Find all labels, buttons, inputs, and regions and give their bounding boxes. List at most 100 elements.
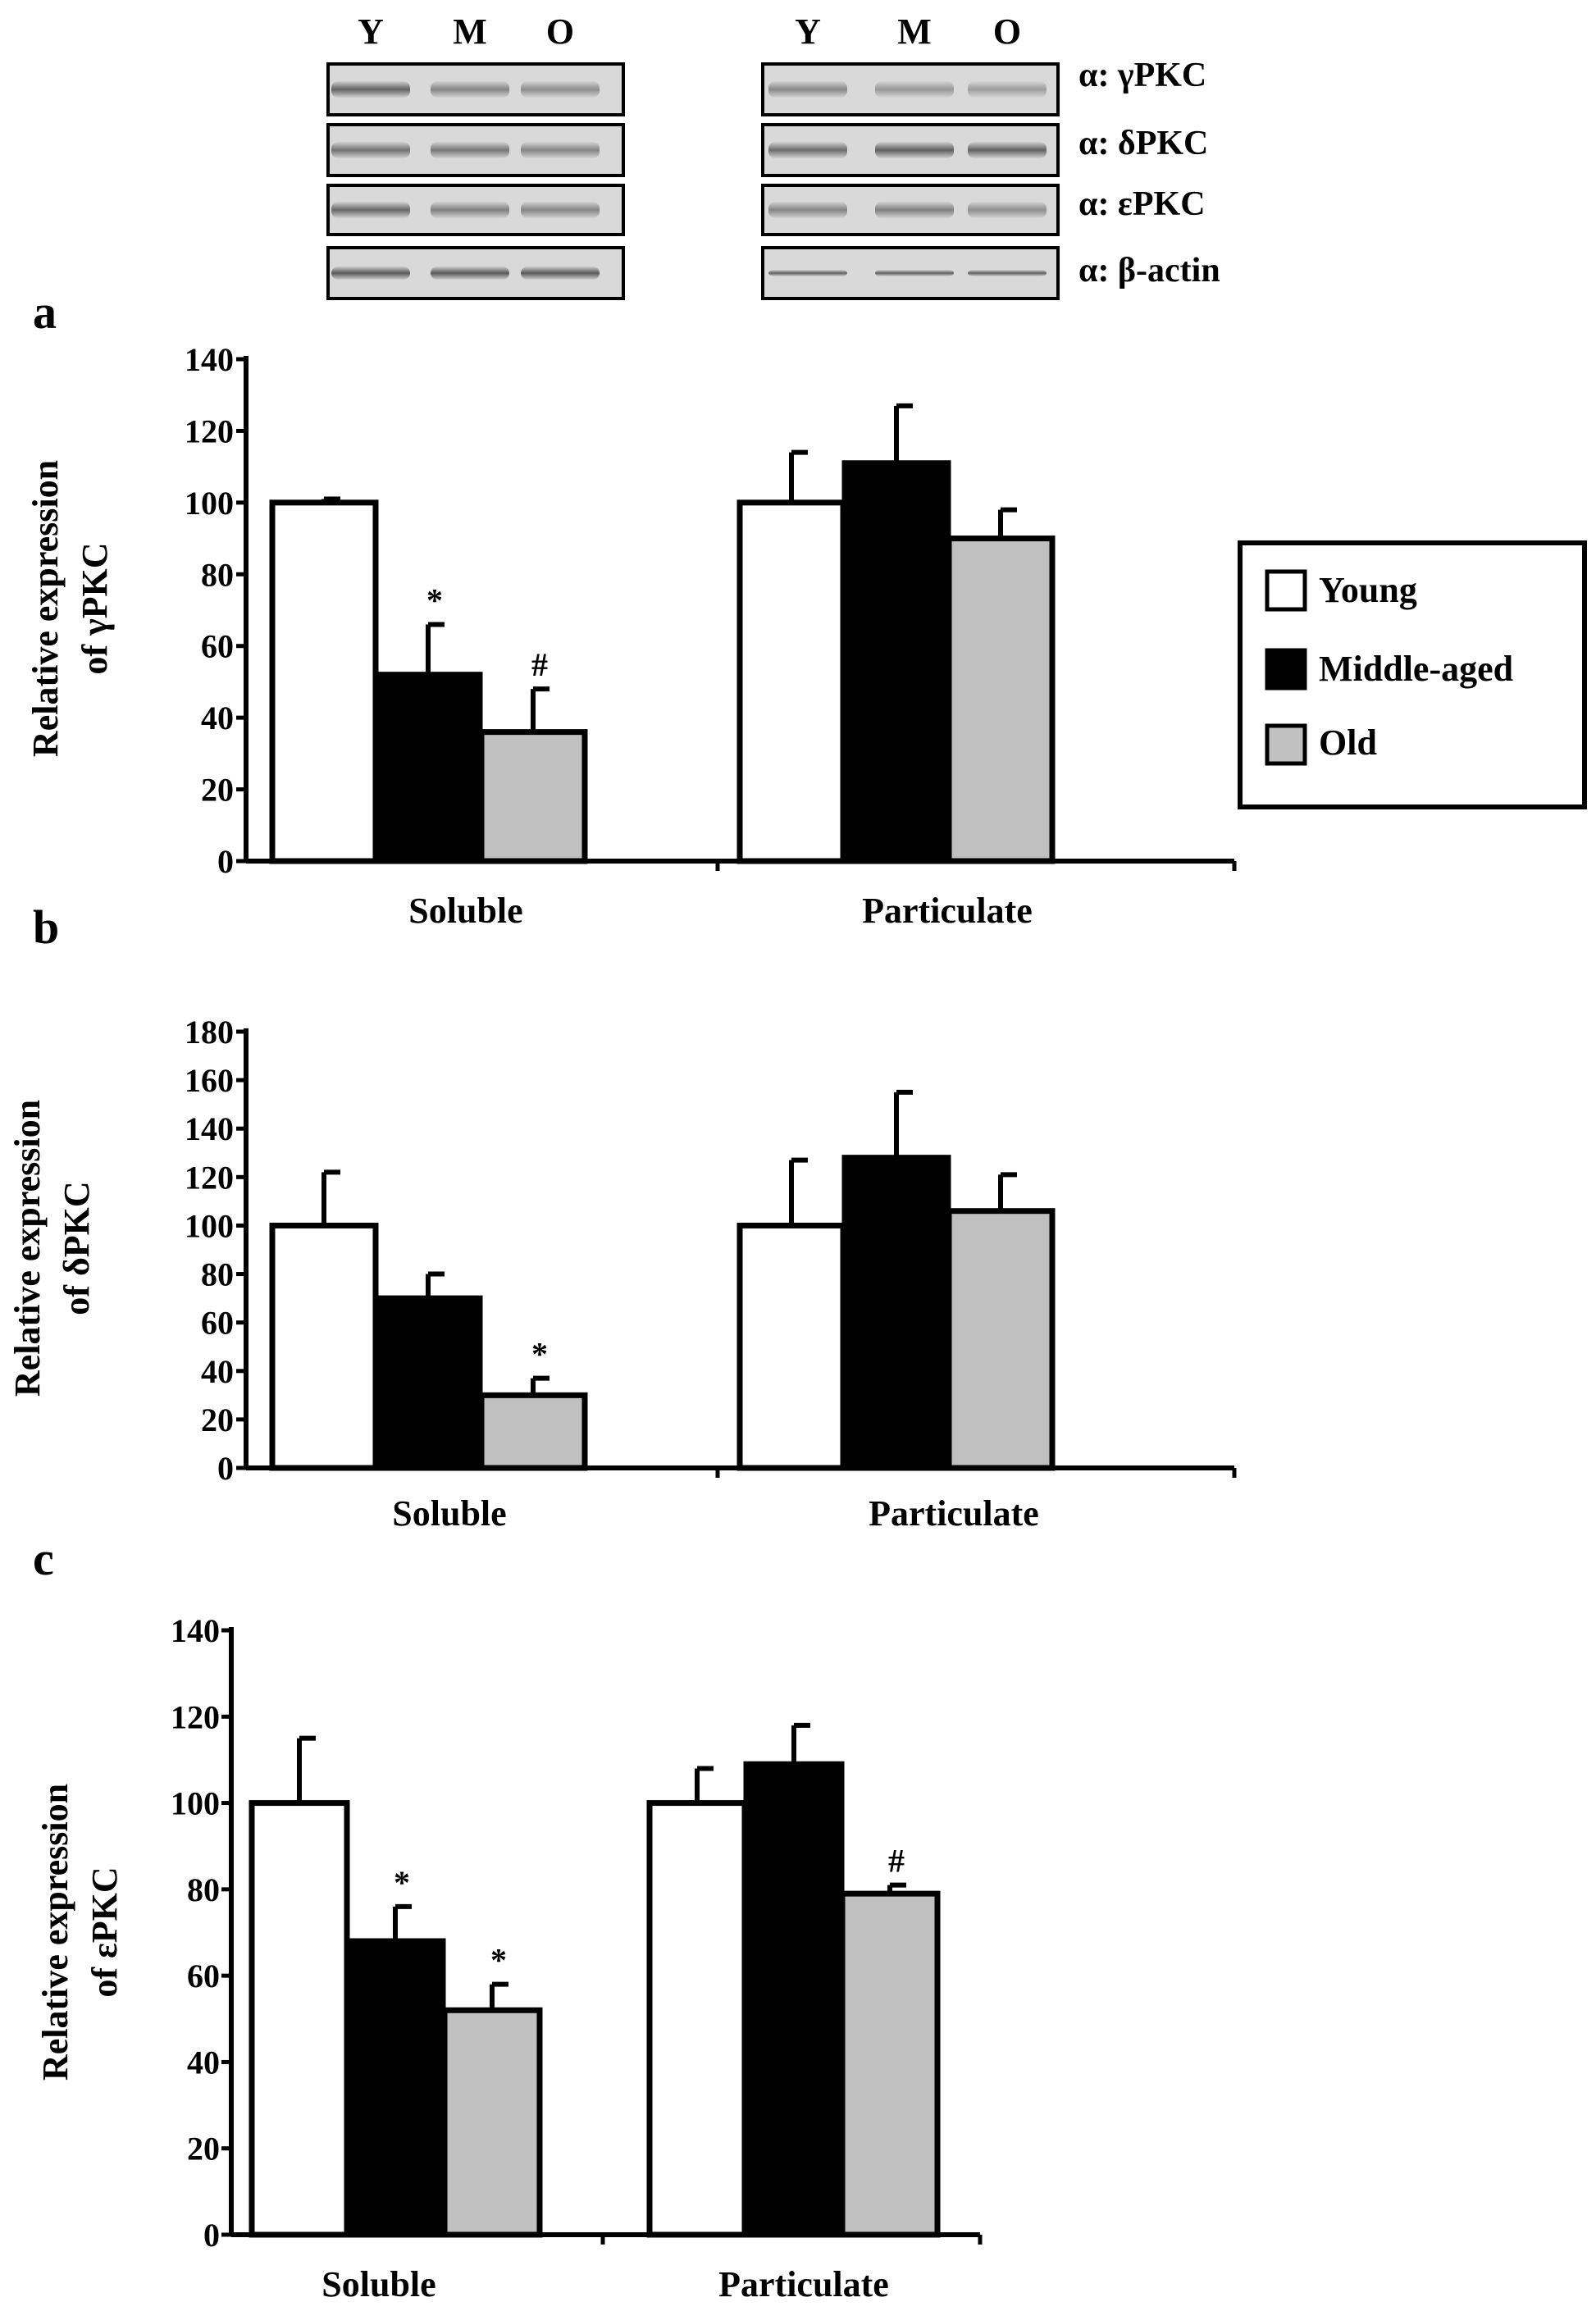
blot-band-left-epsilon-pkc-lane2	[431, 202, 509, 218]
blot-band-left-delta-pkc-lane3	[521, 142, 600, 158]
panel-b-y-tick-label-160: 160	[185, 1062, 234, 1099]
panel-c-annotation-old-particulate: #	[888, 1843, 905, 1880]
blot-band-right-gamma-pkc-lane3	[968, 81, 1047, 98]
blot-band-right-delta-pkc-lane2	[875, 142, 954, 158]
panel-c-annotation-middle-aged-soluble: *	[394, 1864, 410, 1901]
blot-band-left-gamma-pkc-lane3	[521, 81, 600, 98]
blot-strips	[326, 62, 1060, 300]
panel-b-y-tick-label-140: 140	[185, 1110, 234, 1147]
panel-a-annotation-old-soluble: #	[531, 646, 548, 683]
legend: Young Middle-aged Old	[1238, 540, 1587, 809]
panel-b-category-label-particulate: Particulate	[869, 1493, 1039, 1534]
panel-a-bar-middle-aged-soluble	[373, 672, 483, 864]
panel-b-y-axis-label-line1: Relative expression	[7, 1100, 48, 1397]
blot-band-left-beta-actin-lane1	[331, 267, 410, 280]
legend-label-old: Old	[1319, 722, 1377, 763]
panel-b-annotation-old-soluble: *	[531, 1336, 548, 1373]
blot-band-right-epsilon-pkc-lane3	[968, 202, 1047, 218]
panel-c-bar-middle-aged-soluble	[344, 1938, 446, 2238]
legend-swatch-young	[1265, 569, 1307, 612]
blot-lane-labels: Y M O Y M O	[358, 11, 1021, 52]
blot-band-right-gamma-pkc-lane1	[768, 81, 847, 98]
blot-band-right-gamma-pkc-lane2	[875, 81, 954, 98]
lane-label-right-young: Y	[795, 11, 821, 52]
panel-c-y-tick-label-0: 0	[203, 2217, 220, 2254]
blot-band-left-delta-pkc-lane2	[431, 142, 509, 158]
panel-b-y-axis-label-line2: of δPKC	[57, 1181, 97, 1315]
panel-a-y-tick-label-40: 40	[201, 700, 234, 736]
lane-label-left-young: Y	[358, 11, 384, 52]
blot-band-right-beta-actin-lane2	[875, 270, 954, 276]
panel-c-y-tick-label-40: 40	[187, 2044, 220, 2081]
panel-a-bar-middle-aged-particulate	[841, 460, 951, 864]
panel-a-category-label-particulate: Particulate	[862, 891, 1033, 931]
panel-label-c: c	[33, 1532, 54, 1585]
panel-c-y-tick-label-80: 80	[187, 1871, 220, 1908]
blot-band-right-epsilon-pkc-lane1	[768, 202, 847, 218]
panel-a-annotation-middle-aged-soluble: *	[426, 581, 443, 618]
blot-band-right-delta-pkc-lane1	[768, 142, 847, 158]
panel-b-bar-middle-aged-particulate	[841, 1155, 951, 1471]
blot-band-right-beta-actin-lane1	[768, 270, 847, 276]
panel-c-y-axis-label-line2: of εPKC	[84, 1866, 125, 1997]
panel-c-bar-old-particulate	[839, 1890, 941, 2238]
legend-label-middle-aged: Middle-aged	[1319, 649, 1513, 689]
panel-c-y-axis-label-line1: Relative expression	[35, 1784, 75, 2081]
blot-band-left-epsilon-pkc-lane1	[331, 202, 410, 218]
chart-panel-b: * 0 20 40 60 80 100 120 140 160 180 Soluble Particul…	[7, 1014, 1237, 1534]
panel-a-y-tick-label-120: 120	[185, 412, 234, 449]
panel-b-bar-young-soluble	[269, 1222, 379, 1471]
panel-a-y-tick-label-100: 100	[185, 485, 234, 522]
blot-antibody-labels: α: γPKC α: δPKC α: εPKC α: β-actin	[1078, 57, 1220, 289]
chart-panel-c: * * #0 20 40 60 80 100 120 140 Soluble Particulate R…	[35, 1612, 983, 2304]
panel-c-annotation-old-soluble: *	[490, 1942, 507, 1979]
antibody-label-beta-actin: α: β-actin	[1078, 252, 1220, 289]
panel-c-bar-old-soluble	[441, 2007, 543, 2238]
panel-a-bar-young-soluble	[269, 499, 379, 864]
panel-b-category-label-soluble: Soluble	[392, 1493, 506, 1534]
panel-a-y-tick-label-20: 20	[201, 772, 234, 809]
lane-label-right-old: O	[993, 11, 1021, 52]
panel-b-y-tick-label-180: 180	[185, 1014, 234, 1051]
legend-swatch-middle-aged	[1265, 648, 1307, 691]
lane-label-right-middle: M	[897, 11, 932, 52]
panel-c-bar-middle-aged-particulate	[743, 1761, 845, 2238]
panel-b-y-tick-label-0: 0	[217, 1450, 234, 1487]
panel-b-y-tick-label-120: 120	[185, 1159, 234, 1196]
panel-c-y-tick-label-120: 120	[171, 1698, 220, 1735]
panel-a-y-tick-label-60: 60	[201, 628, 234, 665]
panel-c-bar-young-particulate	[646, 1800, 748, 2238]
panel-b-bar-young-particulate	[736, 1222, 846, 1471]
panel-c-category-label-particulate: Particulate	[718, 2264, 889, 2304]
panel-b-bar-old-particulate	[946, 1208, 1056, 1471]
panel-a-bar-old-particulate	[946, 536, 1056, 864]
panel-b-y-tick-label-20: 20	[201, 1402, 234, 1438]
panel-b-bar-middle-aged-soluble	[373, 1295, 483, 1471]
antibody-label-epsilon-pkc: α: εPKC	[1078, 185, 1206, 223]
panel-c-y-tick-label-60: 60	[187, 1958, 220, 1994]
panel-c-y-tick-label-140: 140	[171, 1612, 220, 1649]
panel-label-b: b	[33, 900, 59, 954]
blot-band-left-beta-actin-lane3	[521, 267, 600, 280]
panel-a-y-tick-label-0: 0	[217, 843, 234, 880]
panel-b-y-tick-label-40: 40	[201, 1353, 234, 1390]
blot-band-left-beta-actin-lane2	[431, 267, 509, 280]
blot-band-left-gamma-pkc-lane2	[431, 81, 509, 98]
blot-band-left-gamma-pkc-lane1	[331, 81, 410, 98]
panel-c-category-label-soluble: Soluble	[321, 2264, 435, 2304]
panel-label-a: a	[33, 285, 57, 339]
panel-b-bar-old-soluble	[478, 1392, 588, 1471]
blot-band-left-delta-pkc-lane1	[331, 142, 410, 158]
western-blot: Y M O Y M O α: γPKC α: δPKC α: εPKC α: β…	[326, 11, 1220, 300]
panel-a-bar-old-soluble	[478, 729, 588, 864]
legend-swatch-old	[1265, 723, 1307, 766]
panel-b-y-tick-label-100: 100	[185, 1207, 234, 1244]
lane-label-left-old: O	[546, 11, 574, 52]
panel-b-y-tick-label-80: 80	[201, 1256, 234, 1293]
panel-a-y-axis-label-line2: of γPKC	[75, 542, 115, 674]
panel-b-y-tick-label-60: 60	[201, 1305, 234, 1342]
panel-a-bar-young-particulate	[736, 499, 846, 864]
panel-c-y-tick-label-20: 20	[187, 2131, 220, 2167]
blot-band-left-epsilon-pkc-lane3	[521, 202, 600, 218]
